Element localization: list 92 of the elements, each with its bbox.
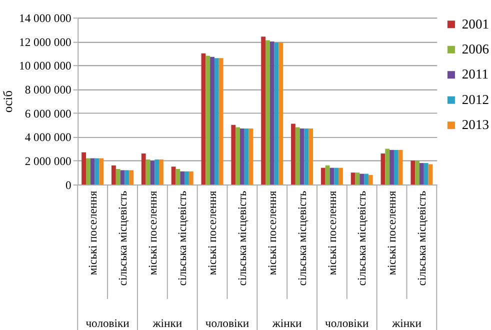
bar: [368, 174, 373, 184]
bar: [94, 158, 100, 184]
bar: [180, 171, 185, 184]
bar: [124, 170, 130, 184]
bar: [141, 154, 146, 184]
x-tick-label: сільська місцевість: [116, 190, 130, 286]
y-axis-title: осіб: [1, 90, 16, 113]
bar: [231, 124, 236, 184]
y-tick-label: 10 000 000: [19, 60, 72, 73]
legend-label: 2013: [462, 117, 490, 132]
bar: [390, 150, 394, 184]
bar: [410, 160, 416, 184]
bar: [116, 169, 120, 184]
bar: [300, 128, 304, 184]
bar: [424, 163, 428, 184]
bar: [240, 128, 244, 184]
bar: [420, 163, 424, 184]
text: жінки: [391, 317, 422, 330]
bar: [330, 168, 334, 184]
x-tick-label: сільська місцевість: [416, 190, 429, 286]
bar: [248, 128, 254, 184]
x-tick-label: міські поселення: [326, 190, 339, 276]
text: жінки: [152, 317, 182, 330]
text: жінки: [271, 317, 302, 330]
legend-label: 2006: [462, 42, 490, 56]
bar: [278, 42, 284, 184]
y-tick-label: 2 000 000: [24, 155, 72, 168]
legend-label: 2001: [462, 16, 490, 32]
bar: [274, 42, 279, 184]
text: чоловіки: [86, 317, 130, 330]
bar: [146, 159, 150, 184]
x-tick-label: міські поселення: [146, 190, 160, 276]
bar: [398, 150, 403, 184]
bar: [334, 168, 339, 184]
bar: [159, 159, 164, 184]
legend-label: 2012: [462, 92, 490, 107]
y-tick-label: 0: [66, 178, 72, 192]
bar: [338, 168, 343, 184]
bar: [150, 160, 155, 184]
bar: [350, 172, 356, 184]
bar: [295, 127, 300, 184]
bar: [188, 171, 194, 184]
bar: [428, 164, 433, 184]
bar: [261, 36, 266, 184]
x-tick-label: міські поселення: [86, 190, 100, 276]
y-tick-label: 6 000 000: [24, 107, 72, 120]
bar: [320, 168, 326, 184]
bar: [82, 152, 86, 184]
bar: [120, 170, 125, 184]
x-tick-label: сільська місцевість: [236, 190, 250, 286]
x-tick-label: міські поселення: [386, 190, 399, 276]
bar: [99, 158, 104, 184]
bar: [206, 56, 210, 184]
bar: [154, 159, 160, 184]
bar: [184, 171, 189, 184]
bar: [325, 165, 330, 184]
bar: [201, 53, 206, 184]
x-tick-label: сільська місцевість: [296, 190, 309, 286]
bar: [90, 158, 95, 184]
y-tick-label: 12 000 000: [19, 36, 72, 49]
text: чоловіки: [325, 317, 369, 330]
y-tick-label: 14 000 000: [19, 12, 72, 25]
bar: [236, 127, 240, 184]
x-tick-label: міські поселення: [206, 190, 220, 276]
bar: [210, 56, 214, 184]
bar: [380, 154, 386, 184]
bar: [394, 150, 398, 184]
bar: [176, 169, 180, 184]
x-tick-label: міські поселення: [266, 190, 279, 276]
y-tick-label: 8 000 000: [24, 83, 72, 96]
bar: [291, 124, 296, 184]
bar: [364, 174, 368, 184]
text: чоловіки: [205, 317, 250, 330]
bar: [244, 128, 249, 184]
x-tick-label: сільська місцевість: [356, 190, 369, 286]
bar: [304, 128, 309, 184]
bar: [129, 170, 134, 184]
bar: [270, 41, 274, 184]
bar: [385, 148, 390, 184]
bar: [355, 172, 360, 184]
bar: [360, 174, 364, 184]
y-tick-label: 4 000 000: [24, 131, 72, 144]
bar: [218, 58, 224, 184]
legend-label: 2011: [462, 66, 489, 82]
bar: [86, 158, 90, 184]
bar: [112, 165, 116, 184]
bar: [214, 58, 219, 184]
bar: [171, 166, 176, 184]
bar: [266, 40, 270, 184]
x-tick-label: сільська місцевість: [176, 190, 190, 286]
bar: [308, 128, 314, 184]
bar: [415, 160, 420, 184]
